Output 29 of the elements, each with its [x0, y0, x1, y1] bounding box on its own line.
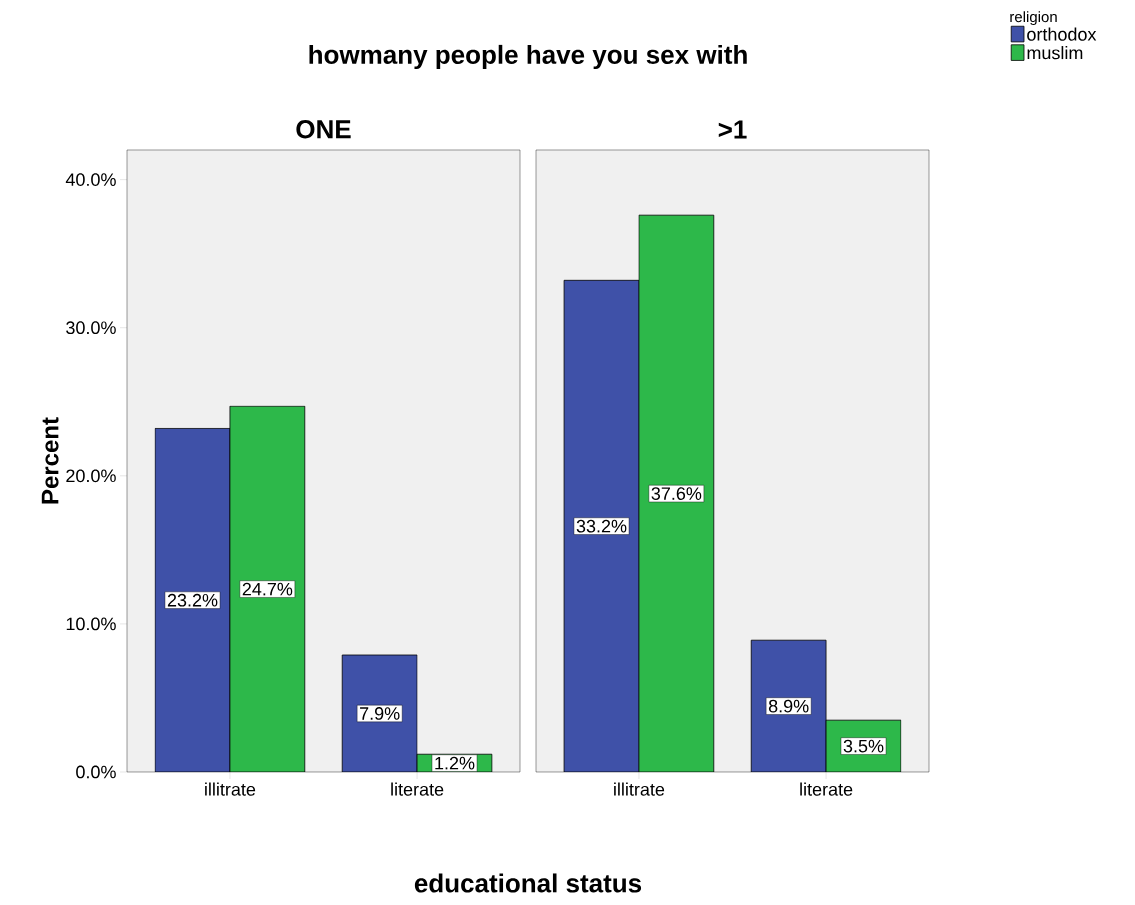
data-label: 8.9% — [768, 699, 809, 713]
data-label: 24.7% — [242, 582, 293, 596]
data-label: 37.6% — [651, 487, 702, 500]
chart-title: howmany people have you sex with — [309, 44, 747, 70]
y-tick-label: 30.0% — [66, 321, 116, 335]
bar — [638, 214, 715, 772]
x-tick-label: illitrate — [205, 782, 256, 796]
x-axis-title: educational status — [414, 873, 642, 893]
y-tick-label: 0.0% — [76, 765, 116, 779]
data-label: 33.2% — [576, 519, 627, 533]
y-axis-title: Percent — [41, 417, 59, 504]
data-label: 23.2% — [167, 593, 218, 607]
chart-subtitle: >1 — [718, 120, 747, 139]
x-tick-label: illitrate — [614, 782, 665, 796]
x-tick-label: literate — [391, 782, 444, 796]
chart-subtitle: ONE — [296, 120, 351, 139]
legend-label: orthodox — [1027, 27, 1097, 41]
legend-label: muslim — [1027, 46, 1083, 60]
y-tick-label: 40.0% — [65, 173, 116, 186]
bar — [563, 279, 640, 772]
y-tick-label: 20.0% — [66, 469, 116, 483]
data-label: 7.9% — [360, 707, 400, 720]
legend-title: religion — [1010, 11, 1057, 26]
x-tick-label: literate — [800, 782, 853, 796]
bar — [229, 405, 306, 772]
data-label: 1.2% — [435, 756, 475, 770]
bar — [750, 639, 827, 772]
y-tick-label: 10.0% — [66, 617, 116, 631]
data-label: 3.5% — [843, 739, 884, 753]
